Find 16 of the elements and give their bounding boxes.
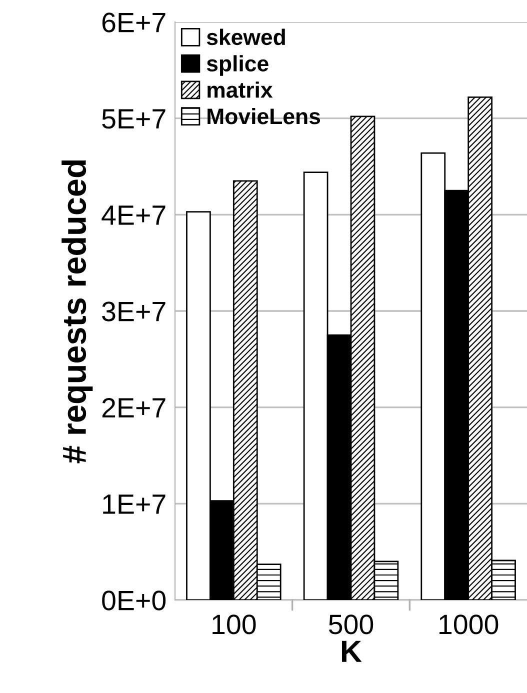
legend-label: skewed: [206, 28, 285, 46]
y-tick-label: 6E+7: [102, 12, 166, 32]
x-axis-title: K: [342, 640, 362, 662]
y-tick-label: 0E+0: [102, 590, 166, 610]
x-tick-label: 500: [328, 614, 374, 634]
legend-label: MovieLens: [208, 108, 320, 124]
y-tick-label: 1E+7: [103, 494, 166, 514]
legend-label: splice: [206, 55, 268, 76]
y-axis-title: # requests reduced: [62, 160, 93, 464]
y-tick-label: 2E+7: [102, 398, 166, 418]
x-tick-label: 1000: [440, 614, 498, 634]
x-tick-label: 100: [212, 614, 256, 634]
y-tick-label: 3E+7: [102, 302, 166, 322]
y-tick-label: 4E+7: [102, 206, 166, 225]
y-tick-label: 5E+7: [102, 109, 166, 129]
legend-label: matrix: [208, 82, 273, 98]
